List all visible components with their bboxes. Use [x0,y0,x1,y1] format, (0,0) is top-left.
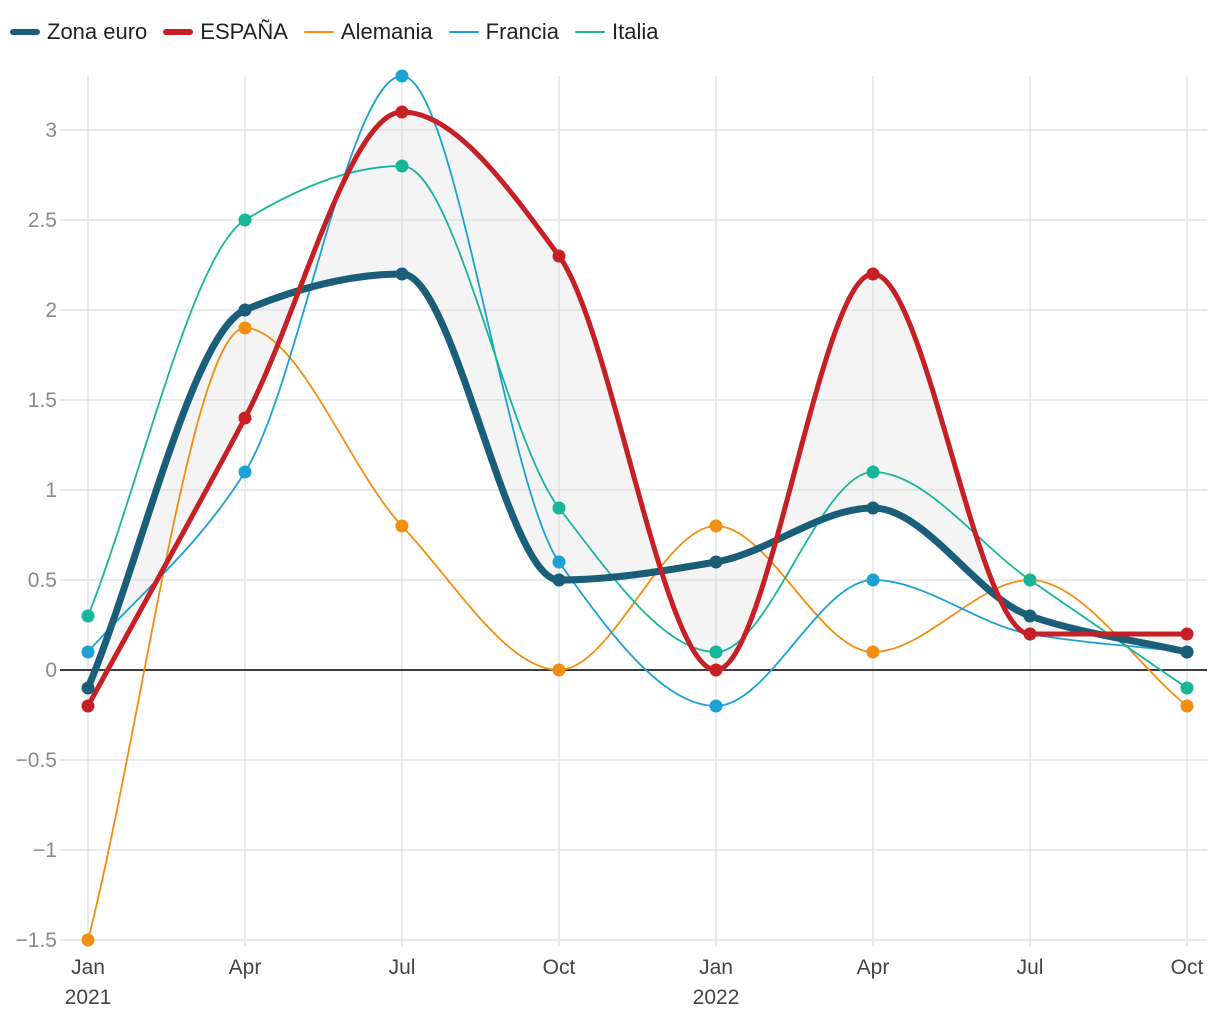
data-point-zona-euro [395,267,409,281]
data-point-italia [1023,573,1037,587]
legend-label: Zona euro [47,19,148,44]
data-point-francia [238,465,252,479]
data-point-zona-euro [81,681,95,695]
data-point-francia [81,645,95,659]
data-point-francia [709,699,723,713]
data-point-espana [395,105,409,119]
legend-item-espana[interactable]: ESPAÑA [163,19,288,45]
x-tick-label: Oct [1171,956,1204,979]
legend-item-zona-euro[interactable]: Zona euro [10,19,147,45]
data-point-zona-euro [1023,609,1037,623]
data-point-zona-euro [866,501,880,515]
data-point-alemania [1180,699,1194,713]
legend-swatch [303,31,334,33]
data-point-alemania [552,663,566,677]
axes: −1.5 −1 −0.5 0 0.5 1 1.5 2 2.5 3 Jan 2021 Apr Jul Oct J… [16,119,1207,1009]
x-tick-label: Oct [543,956,576,979]
series-points [81,69,1194,947]
y-tick-label: 2.5 [28,209,57,232]
legend-swatch [575,31,605,33]
data-point-espana [1023,627,1037,641]
data-point-italia [81,609,95,623]
data-point-zona-euro [1180,645,1194,659]
data-point-zona-euro [552,573,566,587]
data-point-zona-euro [709,555,723,569]
legend-item-francia[interactable]: Francia [448,19,559,45]
data-point-zona-euro [238,303,252,317]
data-point-alemania [395,519,409,533]
x-tick-label: Jul [1017,956,1044,979]
legend: Zona euro ESPAÑA Alemania Francia Italia [10,16,674,48]
y-tick-label: 3 [45,119,57,142]
y-tick-label: 1.5 [28,389,57,412]
data-point-italia [866,465,880,479]
data-point-espana [1180,627,1194,641]
data-point-espana [552,249,566,263]
legend-item-alemania[interactable]: Alemania [303,19,433,45]
legend-label: ESPAÑA [200,19,288,44]
legend-label: Italia [612,19,659,44]
data-point-italia [709,645,723,659]
data-point-espana [238,411,252,425]
data-point-alemania [238,321,252,335]
legend-label: Alemania [340,19,433,44]
legend-swatch [10,29,40,35]
data-point-francia [552,555,566,569]
y-tick-label: −1 [33,839,57,862]
legend-item-italia[interactable]: Italia [575,19,658,45]
y-tick-label: 2 [45,299,57,322]
data-point-alemania [81,933,95,947]
data-point-italia [395,159,409,173]
y-tick-label: 0 [45,659,57,682]
data-point-italia [238,213,252,227]
x-tick-year-label: 2021 [65,986,112,1009]
data-point-espana [866,267,880,281]
x-tick-label: Apr [857,956,890,979]
data-point-espana [81,699,95,713]
shaded-area [88,112,1187,706]
x-tick-label: Apr [229,956,262,979]
data-point-italia [552,501,566,515]
series-line-espana [85,109,1190,709]
x-tick-year-label: 2022 [693,986,740,1009]
legend-label: Francia [485,19,559,44]
data-point-francia [395,69,409,83]
series-line-alemania [87,327,1188,941]
data-point-alemania [866,645,880,659]
x-tick-label: Jan [699,956,733,979]
y-tick-label: 1 [45,479,57,502]
data-point-alemania [709,519,723,533]
data-point-francia [866,573,880,587]
shaded-band [88,112,1187,706]
data-point-espana [709,663,723,677]
legend-swatch [448,31,479,33]
y-tick-label: −1.5 [16,929,57,952]
x-tick-label: Jan [71,956,105,979]
x-tick-label: Jul [389,956,416,979]
y-tick-label: −0.5 [16,749,57,772]
data-point-italia [1180,681,1194,695]
y-tick-label: 0.5 [28,569,57,592]
legend-swatch [163,29,194,35]
